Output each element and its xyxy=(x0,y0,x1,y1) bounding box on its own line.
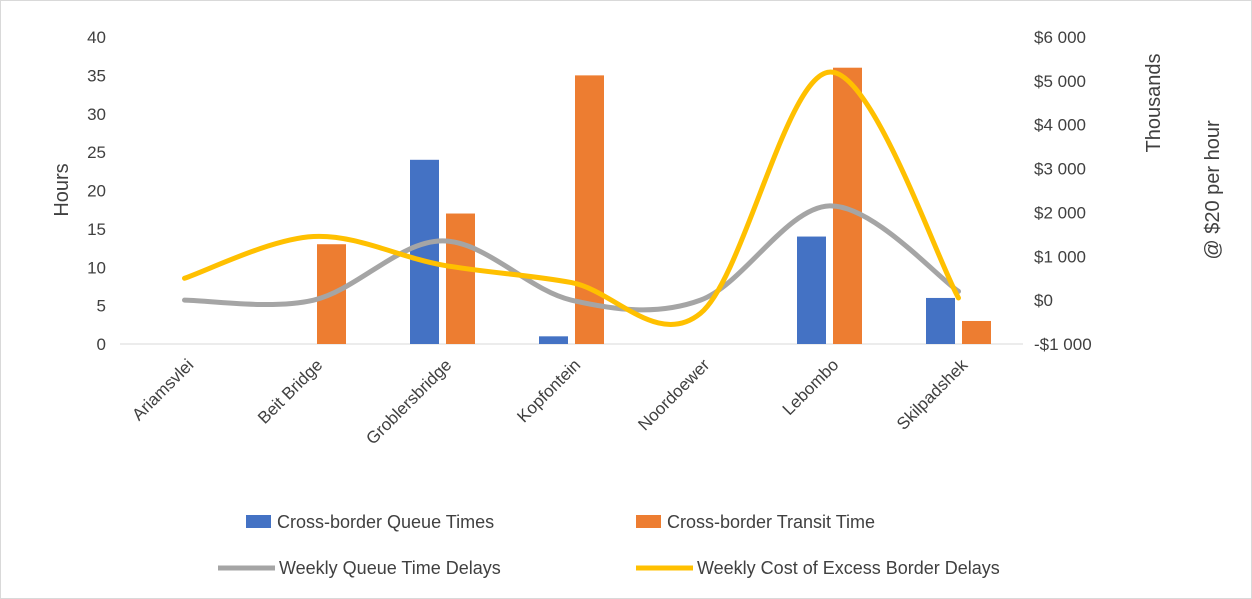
left-tick-label: 25 xyxy=(87,143,106,162)
left-axis-ticks: 0 5 10 15 20 25 30 35 40 xyxy=(87,28,106,354)
right-tick-label: $3 000 xyxy=(1034,160,1086,179)
bar xyxy=(539,336,568,344)
legend-swatch-transit-time xyxy=(636,515,661,528)
legend-swatch-queue-times xyxy=(246,515,271,528)
bars xyxy=(317,67,991,344)
bar xyxy=(575,75,604,344)
bar xyxy=(797,236,826,344)
legend-label-queue-delays: Weekly Queue Time Delays xyxy=(279,558,501,578)
series-line xyxy=(182,69,961,327)
bar xyxy=(926,297,955,344)
left-axis-title: Hours xyxy=(51,163,73,216)
series-line xyxy=(182,203,961,313)
bar xyxy=(962,320,991,344)
right-tick-label: $2 000 xyxy=(1034,203,1086,222)
right-tick-label: $5 000 xyxy=(1034,72,1086,91)
left-tick-label: 30 xyxy=(87,105,106,124)
left-tick-label: 40 xyxy=(87,28,106,47)
right-tick-label: $1 000 xyxy=(1034,247,1086,266)
right-axis-title-outer: @ $20 per hour xyxy=(1202,120,1224,260)
legend: Cross-border Queue Times Cross-border Tr… xyxy=(218,512,1000,578)
bar xyxy=(410,159,439,344)
left-tick-label: 0 xyxy=(97,335,106,354)
bar xyxy=(446,213,475,344)
right-tick-label: $0 xyxy=(1034,291,1053,310)
right-tick-label: $4 000 xyxy=(1034,116,1086,135)
right-axis-title-inner: Thousands xyxy=(1143,54,1165,153)
right-axis-ticks: -$1 000 $0 $1 000 $2 000 $3 000 $4 000 $5 000 $… xyxy=(1034,28,1092,354)
left-tick-label: 35 xyxy=(87,66,106,85)
legend-label-queue-times: Cross-border Queue Times xyxy=(277,512,494,532)
legend-label-transit-time: Cross-border Transit Time xyxy=(667,512,875,532)
right-tick-label: $6 000 xyxy=(1034,28,1086,47)
legend-label-excess-cost: Weekly Cost of Excess Border Delays xyxy=(697,558,1000,578)
line-series xyxy=(182,69,961,327)
left-tick-label: 10 xyxy=(87,258,106,277)
right-tick-label: -$1 000 xyxy=(1034,335,1092,354)
left-tick-label: 15 xyxy=(87,220,106,239)
left-tick-label: 5 xyxy=(97,297,106,316)
left-tick-label: 20 xyxy=(87,182,106,201)
